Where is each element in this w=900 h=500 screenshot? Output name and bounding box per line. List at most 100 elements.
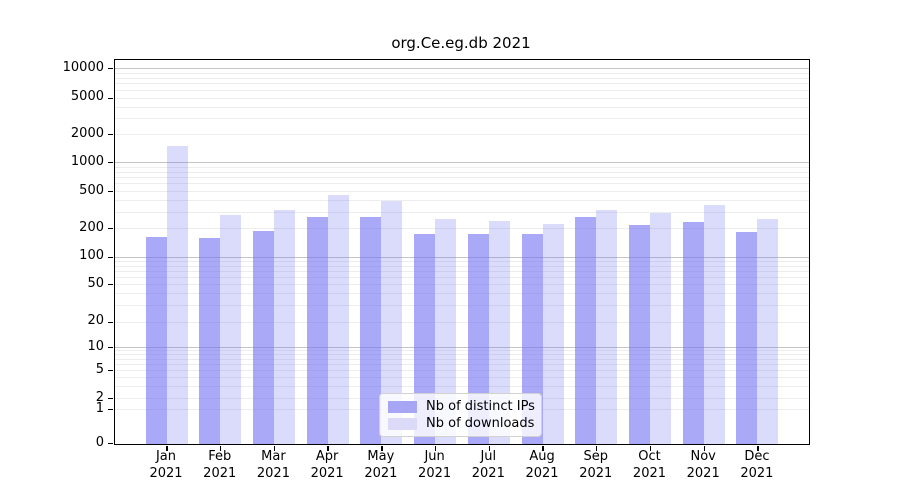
gridline-40 — [115, 293, 809, 295]
x-tick-label-oct: Oct 2021 — [617, 449, 681, 482]
y-tick-label-50: 50 — [87, 275, 104, 291]
y-tick-label-1: 1 — [95, 400, 104, 416]
bar-downloads-mar — [273, 209, 295, 444]
y-tick-label-10000: 10000 — [62, 59, 104, 75]
legend-box: Nb of distinct IPs Nb of downloads — [379, 393, 542, 437]
y-tick-100 — [108, 256, 113, 258]
bar-downloads-may — [381, 200, 403, 444]
bar-distinct-ips-mar — [252, 230, 274, 444]
x-tick-month: Dec — [744, 449, 770, 464]
bar-distinct-ips-aug — [521, 234, 543, 444]
legend-label-downloads: Nb of downloads — [426, 416, 535, 431]
y-tick-0 — [108, 442, 113, 445]
gridline-1000 — [115, 162, 809, 164]
x-tick-year: 2021 — [740, 465, 774, 481]
legend-swatch-distinct-ips — [388, 400, 417, 413]
bar-distinct-ips-jul — [467, 234, 489, 444]
x-tick-nov — [703, 446, 705, 451]
y-tick-10000 — [108, 68, 113, 70]
x-tick-year: 2021 — [256, 465, 290, 481]
bar-distinct-ips-feb — [199, 237, 221, 444]
y-tick-5000 — [108, 97, 113, 99]
x-tick-jan — [166, 446, 168, 451]
x-tick-year: 2021 — [149, 465, 183, 481]
x-tick-label-feb: Feb 2021 — [188, 449, 252, 482]
x-tick-month: Feb — [208, 449, 232, 464]
x-tick-feb — [220, 446, 222, 451]
y-tick-50 — [108, 284, 113, 286]
y-tick-1 — [108, 408, 113, 411]
x-tick-month: Nov — [690, 449, 716, 464]
gridline-500 — [115, 191, 809, 192]
x-tick-label-jul: Jul 2021 — [456, 449, 520, 482]
gridline-70 — [115, 270, 809, 272]
x-tick-label-sep: Sep 2021 — [564, 449, 628, 482]
bar-distinct-ips-nov — [682, 222, 704, 444]
y-tick-label-2000: 2000 — [70, 125, 104, 141]
gridline-20 — [115, 321, 809, 323]
y-tick-200 — [108, 228, 113, 230]
x-tick-month: Apr — [315, 449, 339, 464]
x-tick-month: Jun — [424, 449, 445, 464]
plot-area — [108, 59, 810, 451]
x-tick-label-jan: Jan 2021 — [134, 449, 198, 482]
x-tick-label-apr: Apr 2021 — [295, 449, 359, 482]
y-tick-label-200: 200 — [79, 219, 104, 235]
gridline-800 — [115, 171, 809, 173]
bar-distinct-ips-apr — [306, 216, 328, 444]
y-tick-10 — [108, 346, 113, 349]
x-tick-mar — [273, 446, 276, 451]
gridline-4 — [115, 376, 809, 378]
gridline-9000 — [115, 72, 809, 74]
gridline-300 — [115, 211, 809, 213]
gridline-50 — [115, 284, 809, 286]
x-tick-month: May — [367, 449, 395, 464]
gridline-30 — [115, 305, 809, 307]
bar-downloads-jan — [166, 146, 188, 444]
gridline-5000 — [115, 97, 809, 99]
y-tick-label-1000: 1000 — [70, 153, 104, 169]
gridline-9 — [115, 350, 809, 352]
bar-downloads-sep — [596, 209, 618, 444]
x-tick-sep — [596, 446, 598, 451]
bar-downloads-aug — [542, 224, 564, 444]
x-tick-dec — [757, 446, 759, 451]
y-tick-500 — [108, 190, 113, 193]
legend-item-distinct-ips: Nb of distinct IPs — [388, 398, 535, 415]
bar-downloads-oct — [649, 212, 671, 444]
bar-downloads-dec — [757, 219, 779, 444]
gridline-400 — [115, 200, 809, 202]
x-tick-oct — [649, 446, 652, 451]
bar-distinct-ips-oct — [628, 224, 650, 444]
bar-downloads-feb — [220, 215, 242, 444]
x-tick-label-may: May 2021 — [349, 449, 413, 482]
y-tick-label-500: 500 — [79, 182, 104, 198]
x-tick-year: 2021 — [579, 465, 613, 481]
bar-distinct-ips-jan — [145, 237, 167, 444]
gridline-10 — [115, 347, 809, 348]
gridline-6000 — [115, 89, 809, 91]
x-tick-may — [381, 446, 383, 451]
x-tick-year: 2021 — [686, 465, 720, 481]
chart-title: org.Ce.eg.db 2021 — [391, 34, 531, 52]
y-tick-label-5: 5 — [95, 361, 104, 377]
y-tick-20 — [108, 321, 113, 323]
bar-downloads-apr — [327, 195, 349, 444]
gridline-100 — [115, 256, 809, 258]
y-tick-label-2: 2 — [95, 389, 104, 405]
x-tick-month: Mar — [261, 449, 286, 464]
bar-downloads-jun — [435, 219, 457, 444]
x-tick-year: 2021 — [203, 465, 237, 481]
x-tick-year: 2021 — [471, 465, 505, 481]
legend-item-downloads: Nb of downloads — [388, 415, 535, 432]
x-tick-label-nov: Nov 2021 — [671, 449, 735, 482]
x-tick-label-jun: Jun 2021 — [403, 449, 467, 482]
bar-distinct-ips-sep — [575, 217, 597, 444]
bar-distinct-ips-jun — [414, 233, 436, 444]
y-tick-2 — [108, 398, 113, 400]
gridline-7 — [115, 358, 809, 360]
x-tick-year: 2021 — [364, 465, 398, 481]
x-tick-jul — [488, 446, 490, 451]
gridline-10000 — [115, 68, 809, 70]
gridline-3 — [115, 385, 809, 387]
